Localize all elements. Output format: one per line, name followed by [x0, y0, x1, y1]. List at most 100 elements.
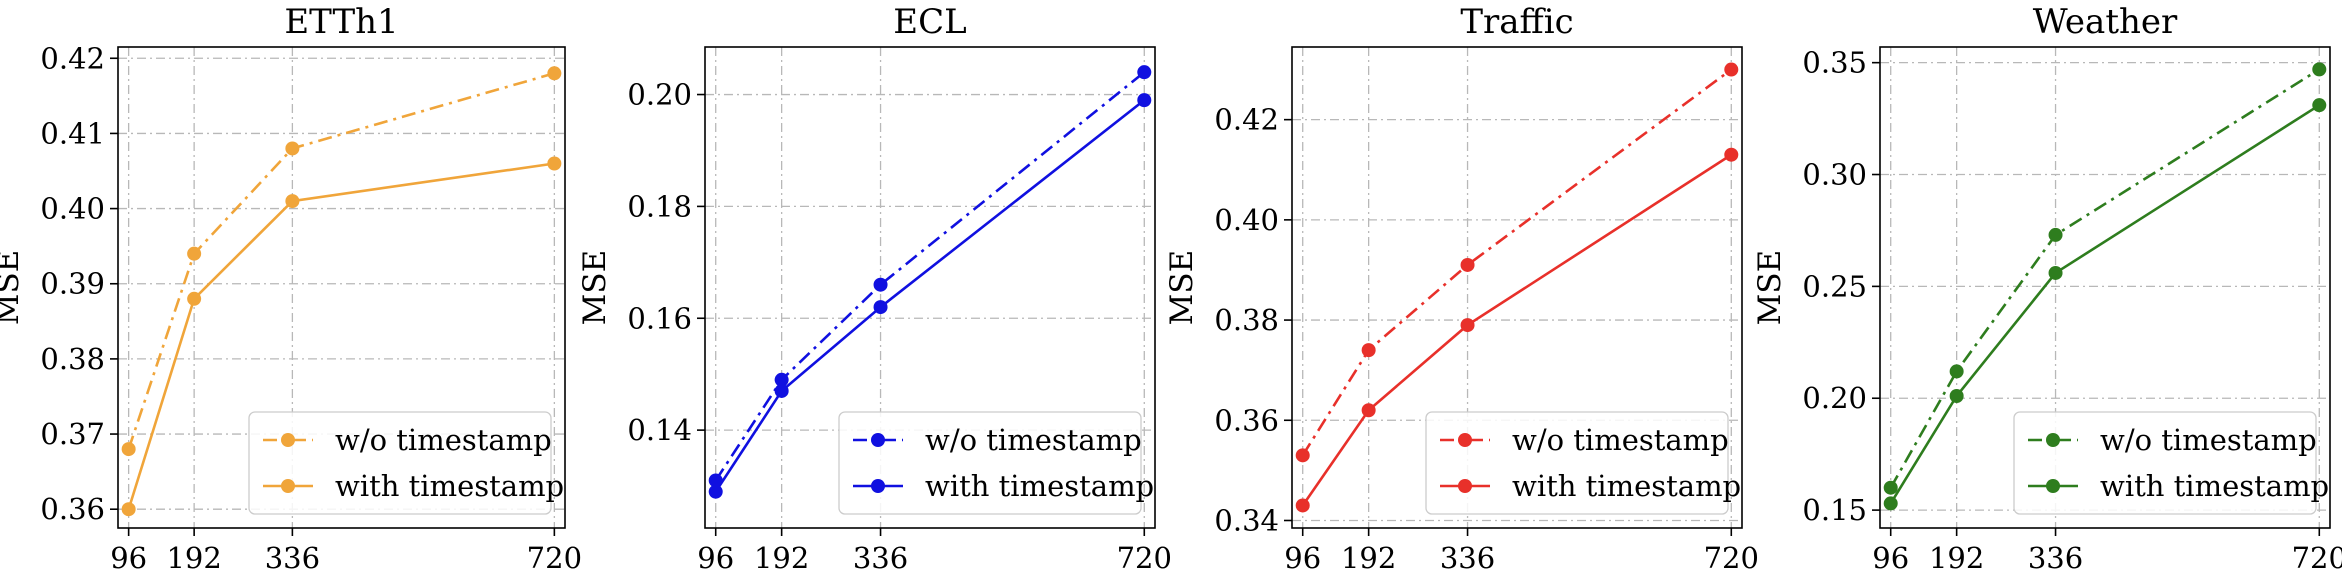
- y-tick-label: 0.16: [627, 301, 692, 335]
- data-point-w-o-timestamp: [1949, 364, 1964, 379]
- chart-panel-etth1: 0.36 0.37 0.38 0.39 0.40 0.41 0.42 96 192 336 720 E…: [0, 2, 582, 575]
- chart-title: ETTh1: [284, 2, 398, 42]
- data-point-with-timestamp: [774, 383, 789, 398]
- chart-panel-weather: 0.15 0.20 0.25 0.30 0.35 96 192 336 720 Weather MS…: [1752, 2, 2342, 575]
- data-point-w-o-timestamp: [873, 277, 888, 292]
- y-tick-label: 0.39: [40, 267, 105, 301]
- data-point-w-o-timestamp: [2312, 62, 2327, 77]
- y-tick-label: 0.40: [1214, 203, 1279, 237]
- x-tick-label: 720: [2292, 541, 2342, 575]
- x-tick-label: 96: [1872, 541, 1909, 575]
- x-tick-label: 96: [110, 541, 147, 575]
- data-point-with-timestamp: [547, 156, 562, 171]
- y-tick-label: 0.20: [1802, 381, 1867, 415]
- x-tick-label: 192: [1341, 541, 1396, 575]
- y-tick-label: 0.18: [627, 189, 692, 223]
- data-point-w-o-timestamp: [121, 442, 136, 457]
- chart-title: Weather: [2033, 2, 2178, 42]
- data-point-w-o-timestamp: [1724, 62, 1739, 77]
- legend-box: [1425, 411, 1729, 515]
- data-point-w-o-timestamp: [1460, 257, 1475, 272]
- data-point-w-o-timestamp: [285, 141, 300, 156]
- y-tick-label: 0.30: [1802, 158, 1867, 192]
- y-axis-label: MSE: [577, 250, 613, 326]
- x-tick-label: 720: [1117, 541, 1172, 575]
- legend-label: w/o timestamp: [335, 423, 552, 457]
- legend-marker: [1458, 479, 1472, 493]
- legend-marker: [1458, 433, 1472, 447]
- plot-frame: [1879, 46, 2331, 529]
- legend-label: w/o timestamp: [2100, 423, 2317, 457]
- data-point-w-o-timestamp: [1361, 343, 1376, 358]
- x-tick-label: 96: [1284, 541, 1321, 575]
- x-tick-label: 720: [1704, 541, 1759, 575]
- legend-box: [248, 411, 552, 515]
- legend-marker: [281, 479, 295, 493]
- legend: w/o timestamp with timestamp: [2013, 411, 2329, 515]
- x-tick-label: 192: [754, 541, 809, 575]
- y-tick-label: 0.40: [40, 192, 105, 226]
- legend-marker: [281, 433, 295, 447]
- plot-frame: [704, 46, 1156, 529]
- series-line-with-timestamp: [714, 99, 1146, 493]
- legend: w/o timestamp with timestamp: [838, 411, 1154, 515]
- legend: w/o timestamp with timestamp: [248, 411, 564, 515]
- series-line-w-o-timestamp: [1889, 68, 2320, 489]
- plot-frame: [117, 46, 566, 529]
- legend-marker: [2046, 479, 2060, 493]
- data-point-w-o-timestamp: [1137, 65, 1152, 80]
- y-tick-label: 0.36: [1214, 403, 1279, 437]
- y-tick-label: 0.38: [1214, 303, 1279, 337]
- x-tick-label: 192: [166, 541, 221, 575]
- x-tick-label: 336: [1440, 541, 1495, 575]
- legend-label: with timestamp: [2100, 469, 2329, 503]
- series-line-w-o-timestamp: [1301, 68, 1733, 457]
- x-tick-label: 336: [853, 541, 908, 575]
- y-tick-label: 0.34: [1214, 503, 1279, 537]
- y-tick-label: 0.25: [1802, 269, 1867, 303]
- series-line-w-o-timestamp: [127, 72, 555, 450]
- y-tick-label: 0.20: [627, 78, 692, 112]
- x-tick-label: 720: [527, 541, 582, 575]
- legend-marker: [2046, 433, 2060, 447]
- legend-box: [2013, 411, 2317, 515]
- data-point-w-o-timestamp: [187, 246, 202, 261]
- data-point-w-o-timestamp: [2048, 227, 2063, 242]
- data-point-with-timestamp: [708, 484, 723, 499]
- legend-label: with timestamp: [335, 469, 564, 503]
- chart-title: Traffic: [1460, 2, 1573, 42]
- y-tick-label: 0.14: [627, 413, 692, 447]
- data-point-with-timestamp: [1724, 147, 1739, 162]
- data-point-with-timestamp: [187, 291, 202, 306]
- chart-title: ECL: [893, 2, 966, 42]
- y-tick-label: 0.42: [1214, 103, 1279, 137]
- data-point-with-timestamp: [873, 300, 888, 315]
- series-line-with-timestamp: [1301, 153, 1732, 507]
- series-line-with-timestamp: [1889, 104, 2320, 505]
- x-tick-label: 96: [697, 541, 734, 575]
- data-point-with-timestamp: [121, 502, 136, 517]
- data-point-with-timestamp: [1361, 403, 1376, 418]
- data-point-with-timestamp: [1295, 498, 1310, 513]
- legend-label: with timestamp: [925, 469, 1154, 503]
- chart-panel-traffic: 0.34 0.36 0.38 0.40 0.42 96 192 336 720 Traffic MS…: [1164, 2, 1759, 575]
- y-axis-label: MSE: [1752, 250, 1788, 326]
- data-point-with-timestamp: [1137, 93, 1152, 108]
- legend-marker: [871, 433, 885, 447]
- data-point-with-timestamp: [1949, 389, 1964, 404]
- x-tick-label: 192: [1929, 541, 1984, 575]
- y-tick-label: 0.38: [40, 342, 105, 376]
- data-point-with-timestamp: [2312, 98, 2327, 113]
- y-tick-label: 0.15: [1802, 493, 1867, 527]
- y-tick-label: 0.37: [40, 417, 105, 451]
- plot-frame: [1291, 46, 1743, 529]
- x-tick-label: 336: [2028, 541, 2083, 575]
- legend-label: w/o timestamp: [1512, 423, 1729, 457]
- data-point-with-timestamp: [285, 194, 300, 209]
- chart-panel-ecl: 0.14 0.16 0.18 0.20 96 192 336 720 ECL MSE w/o tim…: [577, 2, 1172, 575]
- data-point-with-timestamp: [1460, 318, 1475, 333]
- data-point-with-timestamp: [1883, 496, 1898, 511]
- data-point-w-o-timestamp: [1295, 448, 1310, 463]
- y-tick-label: 0.36: [40, 492, 105, 526]
- series-line-w-o-timestamp: [714, 71, 1146, 482]
